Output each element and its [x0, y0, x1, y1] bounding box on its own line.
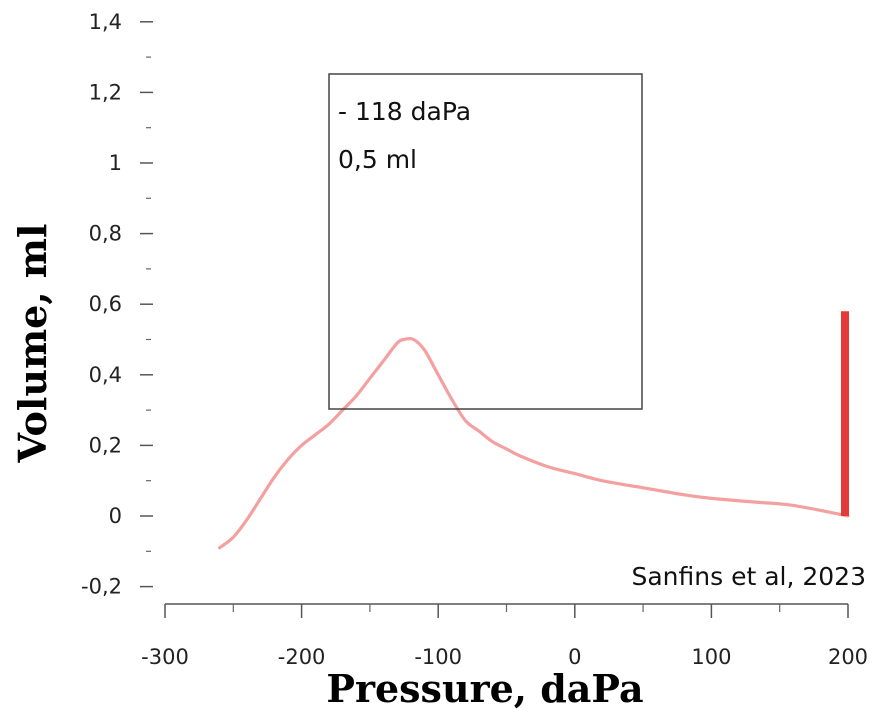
y-tick-label: -0,2 [81, 575, 122, 599]
x-tick-label: -100 [414, 645, 462, 669]
y-tick-label: 0,2 [89, 433, 122, 457]
x-axis-title: Pressure, daPa [326, 666, 643, 709]
series-line [218, 336, 850, 550]
x-tick-label: -300 [141, 645, 189, 669]
x-axis: -300 -200 -100 0 100 200 [141, 603, 868, 669]
annotation-volume: 0,5 ml [338, 145, 417, 174]
y-tick-label: 0,6 [89, 292, 122, 316]
y-tick-label: 0,8 [89, 222, 122, 246]
plot-area [218, 311, 850, 550]
credit-label: Sanfins et al, 2023 [631, 562, 866, 591]
x-tick-label: 100 [691, 645, 731, 669]
y-axis-title: Volume, ml [10, 224, 55, 464]
annotation-pressure: - 118 daPa [338, 97, 471, 126]
y-tick-label: 0 [109, 504, 122, 528]
annotation-rect [328, 73, 643, 410]
x-tick-label: 0 [568, 645, 581, 669]
x-tick-label: -200 [278, 645, 326, 669]
annotation-box: - 118 daPa 0,5 ml [328, 73, 643, 410]
y-tick-label: 1,4 [89, 10, 122, 34]
y-tick-label: 0,4 [89, 363, 122, 387]
y-tick-label: 1 [109, 151, 122, 175]
x-tick-label: 200 [828, 645, 868, 669]
y-axis: 1,4 1,2 1 0,8 0,6 0,4 0,2 0 -0,2 [81, 10, 153, 599]
y-tick-label: 1,2 [89, 80, 122, 104]
